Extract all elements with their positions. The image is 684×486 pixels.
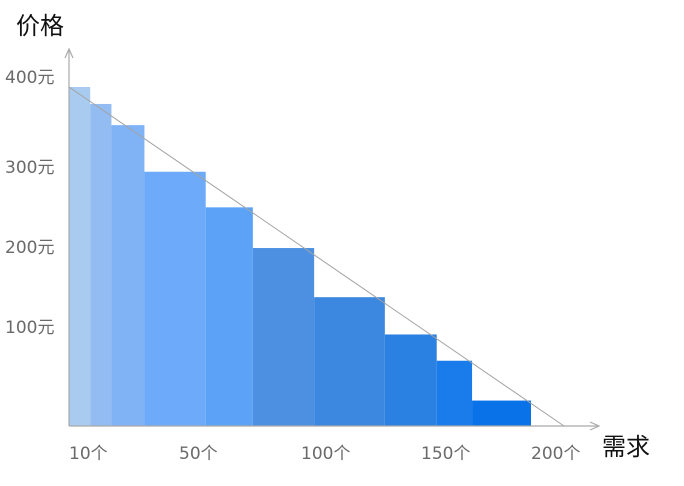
bar-1 — [69, 87, 91, 426]
y-tick-label: 200元 — [5, 238, 54, 258]
y-tick-label: 100元 — [5, 318, 54, 338]
x-tick-label: 100个 — [301, 444, 350, 464]
x-tick-label: 150个 — [421, 444, 470, 464]
demand-line — [68, 86, 565, 427]
x-tick-label: 50个 — [179, 444, 218, 464]
bar-3 — [111, 125, 145, 426]
x-tick-label: 200个 — [531, 444, 580, 464]
bar-9 — [436, 360, 473, 426]
bar-2 — [90, 103, 112, 426]
x-tick-label: 10个 — [69, 444, 108, 464]
bar-10 — [472, 400, 531, 426]
bar-6 — [252, 248, 315, 426]
y-axis-title: 价格 — [16, 12, 64, 40]
bar-4 — [144, 171, 206, 426]
y-tick-label: 400元 — [5, 68, 54, 88]
y-tick-label: 300元 — [5, 158, 54, 178]
x-tick-labels: 10个 50个 100个 150个 200个 — [69, 444, 580, 464]
bar-5 — [205, 207, 253, 426]
x-axis-title: 需求 — [602, 433, 650, 461]
bars-layer — [69, 87, 531, 426]
bar-7 — [314, 297, 385, 426]
bar-8 — [384, 334, 437, 426]
y-tick-labels: 400元 300元 200元 100元 — [5, 68, 54, 338]
y-axis-arrow-icon — [64, 47, 74, 59]
x-axis-arrow-icon — [589, 421, 601, 431]
